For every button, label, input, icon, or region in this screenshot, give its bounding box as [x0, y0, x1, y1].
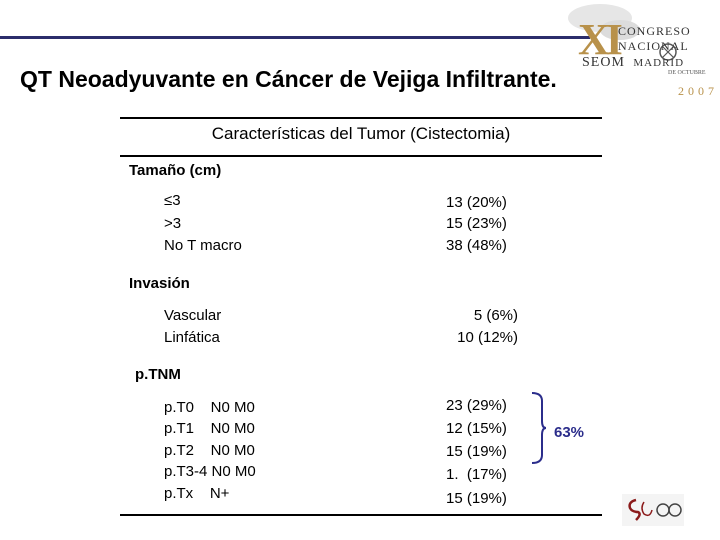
row-value: 38 (48%)	[446, 237, 507, 254]
row-value: 5 (6%)	[473, 307, 518, 324]
logo-place: MADRID	[633, 57, 685, 69]
row-value: 10 (12%)	[457, 329, 518, 346]
top-bar	[0, 36, 590, 39]
row-label: p.T2 N0 M0	[164, 442, 255, 459]
row-label: ≤3	[164, 192, 181, 209]
row-label: p.T0 N0 M0	[164, 399, 255, 416]
row-label: Vascular	[164, 307, 222, 324]
row-value: 1. (17%)	[446, 466, 507, 483]
logo-seom-text: SEOM	[582, 55, 625, 70]
section-heading-invasion: Invasión	[129, 275, 190, 292]
table-header-rule	[120, 155, 602, 157]
congress-logo: XI CONGRESO NACIONAL SEOM MADRID DE OCTU…	[560, 0, 720, 110]
logo-line-2: NACIONAL	[618, 39, 689, 53]
logo-date: DE OCTUBRE	[668, 70, 706, 76]
table-top-rule	[120, 117, 602, 119]
row-label: >3	[164, 215, 182, 232]
logo-year: 2007	[678, 84, 718, 98]
row-value: 23 (29%)	[446, 397, 507, 414]
section-heading-size: Tamaño (cm)	[129, 162, 222, 179]
bracket-total: 63%	[554, 424, 585, 441]
row-label: Linfática	[164, 329, 220, 346]
logo-line-3: SEOM MADRID	[582, 55, 684, 71]
row-label: p.Tx N+	[164, 485, 230, 502]
row-value: 13 (20%)	[446, 194, 507, 211]
row-value: 15 (23%)	[446, 215, 507, 232]
bracket-icon	[531, 392, 547, 464]
row-label: p.T1 N0 M0	[164, 420, 255, 437]
slide-title: QT Neoadyuvante en Cáncer de Vejiga Infi…	[20, 66, 557, 92]
seom-footer-logo	[622, 494, 684, 526]
table-bottom-rule	[120, 514, 602, 516]
logo-roman-numeral: XI	[578, 15, 623, 64]
logo-line-1: CONGRESO	[618, 24, 691, 38]
row-label: No T macro	[164, 237, 242, 254]
section-heading-ptnm: p.TNM	[135, 366, 181, 383]
row-label: p.T3-4 N0 M0	[164, 463, 256, 480]
row-value: 15 (19%)	[446, 443, 507, 460]
watermark-graphic	[568, 4, 677, 61]
row-value: 12 (15%)	[446, 420, 507, 437]
table-caption: Características del Tumor (Cistectomia)	[211, 124, 511, 143]
row-value: 15 (19%)	[446, 490, 507, 507]
